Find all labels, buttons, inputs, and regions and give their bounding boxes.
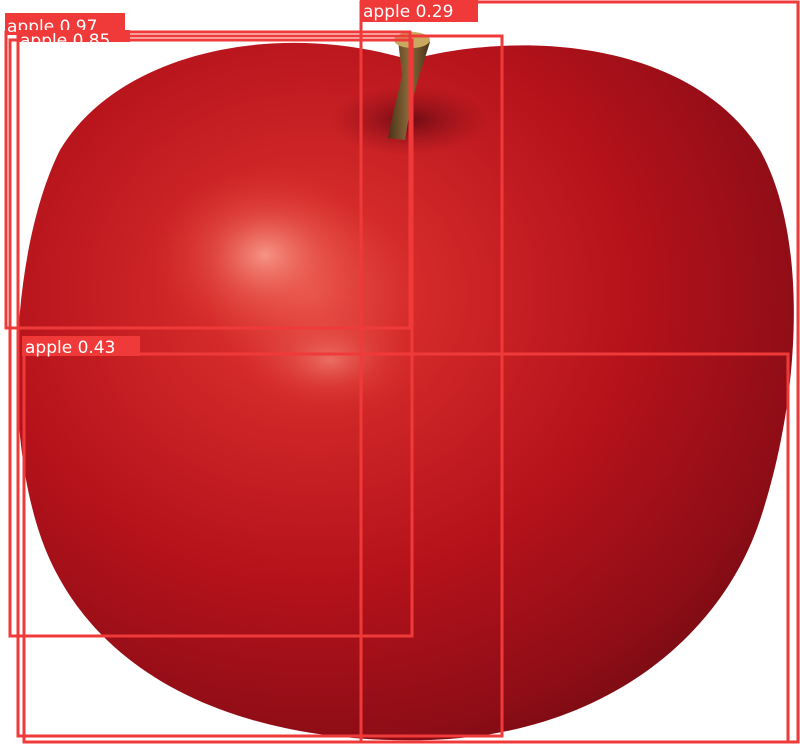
detection-boxes [4,0,800,744]
detection-box [22,352,790,744]
detection-tag-2: apple 0.29 [360,0,478,22]
apple-highlight-soft [240,305,420,415]
detection-tag-bg [18,30,130,42]
detection-label: apple 0.43 [25,338,115,358]
detection-labels: apple 0.97 apple 0.85 apple 0.29 apple 0… [5,0,478,358]
detection-tag-bg [360,0,478,22]
detection-label: apple 0.29 [363,2,453,22]
detection-tag-3: apple 0.43 [22,336,140,358]
detection-box [16,34,504,738]
detection-tag-bg [22,336,140,356]
detection-box [8,38,414,638]
apple-highlight [150,165,380,345]
detection-tag-1: apple 0.85 [18,30,130,51]
detection-label: apple 0.85 [20,31,110,51]
detection-box [4,30,412,330]
apple [17,32,794,741]
detection-tag-bg [5,13,125,35]
